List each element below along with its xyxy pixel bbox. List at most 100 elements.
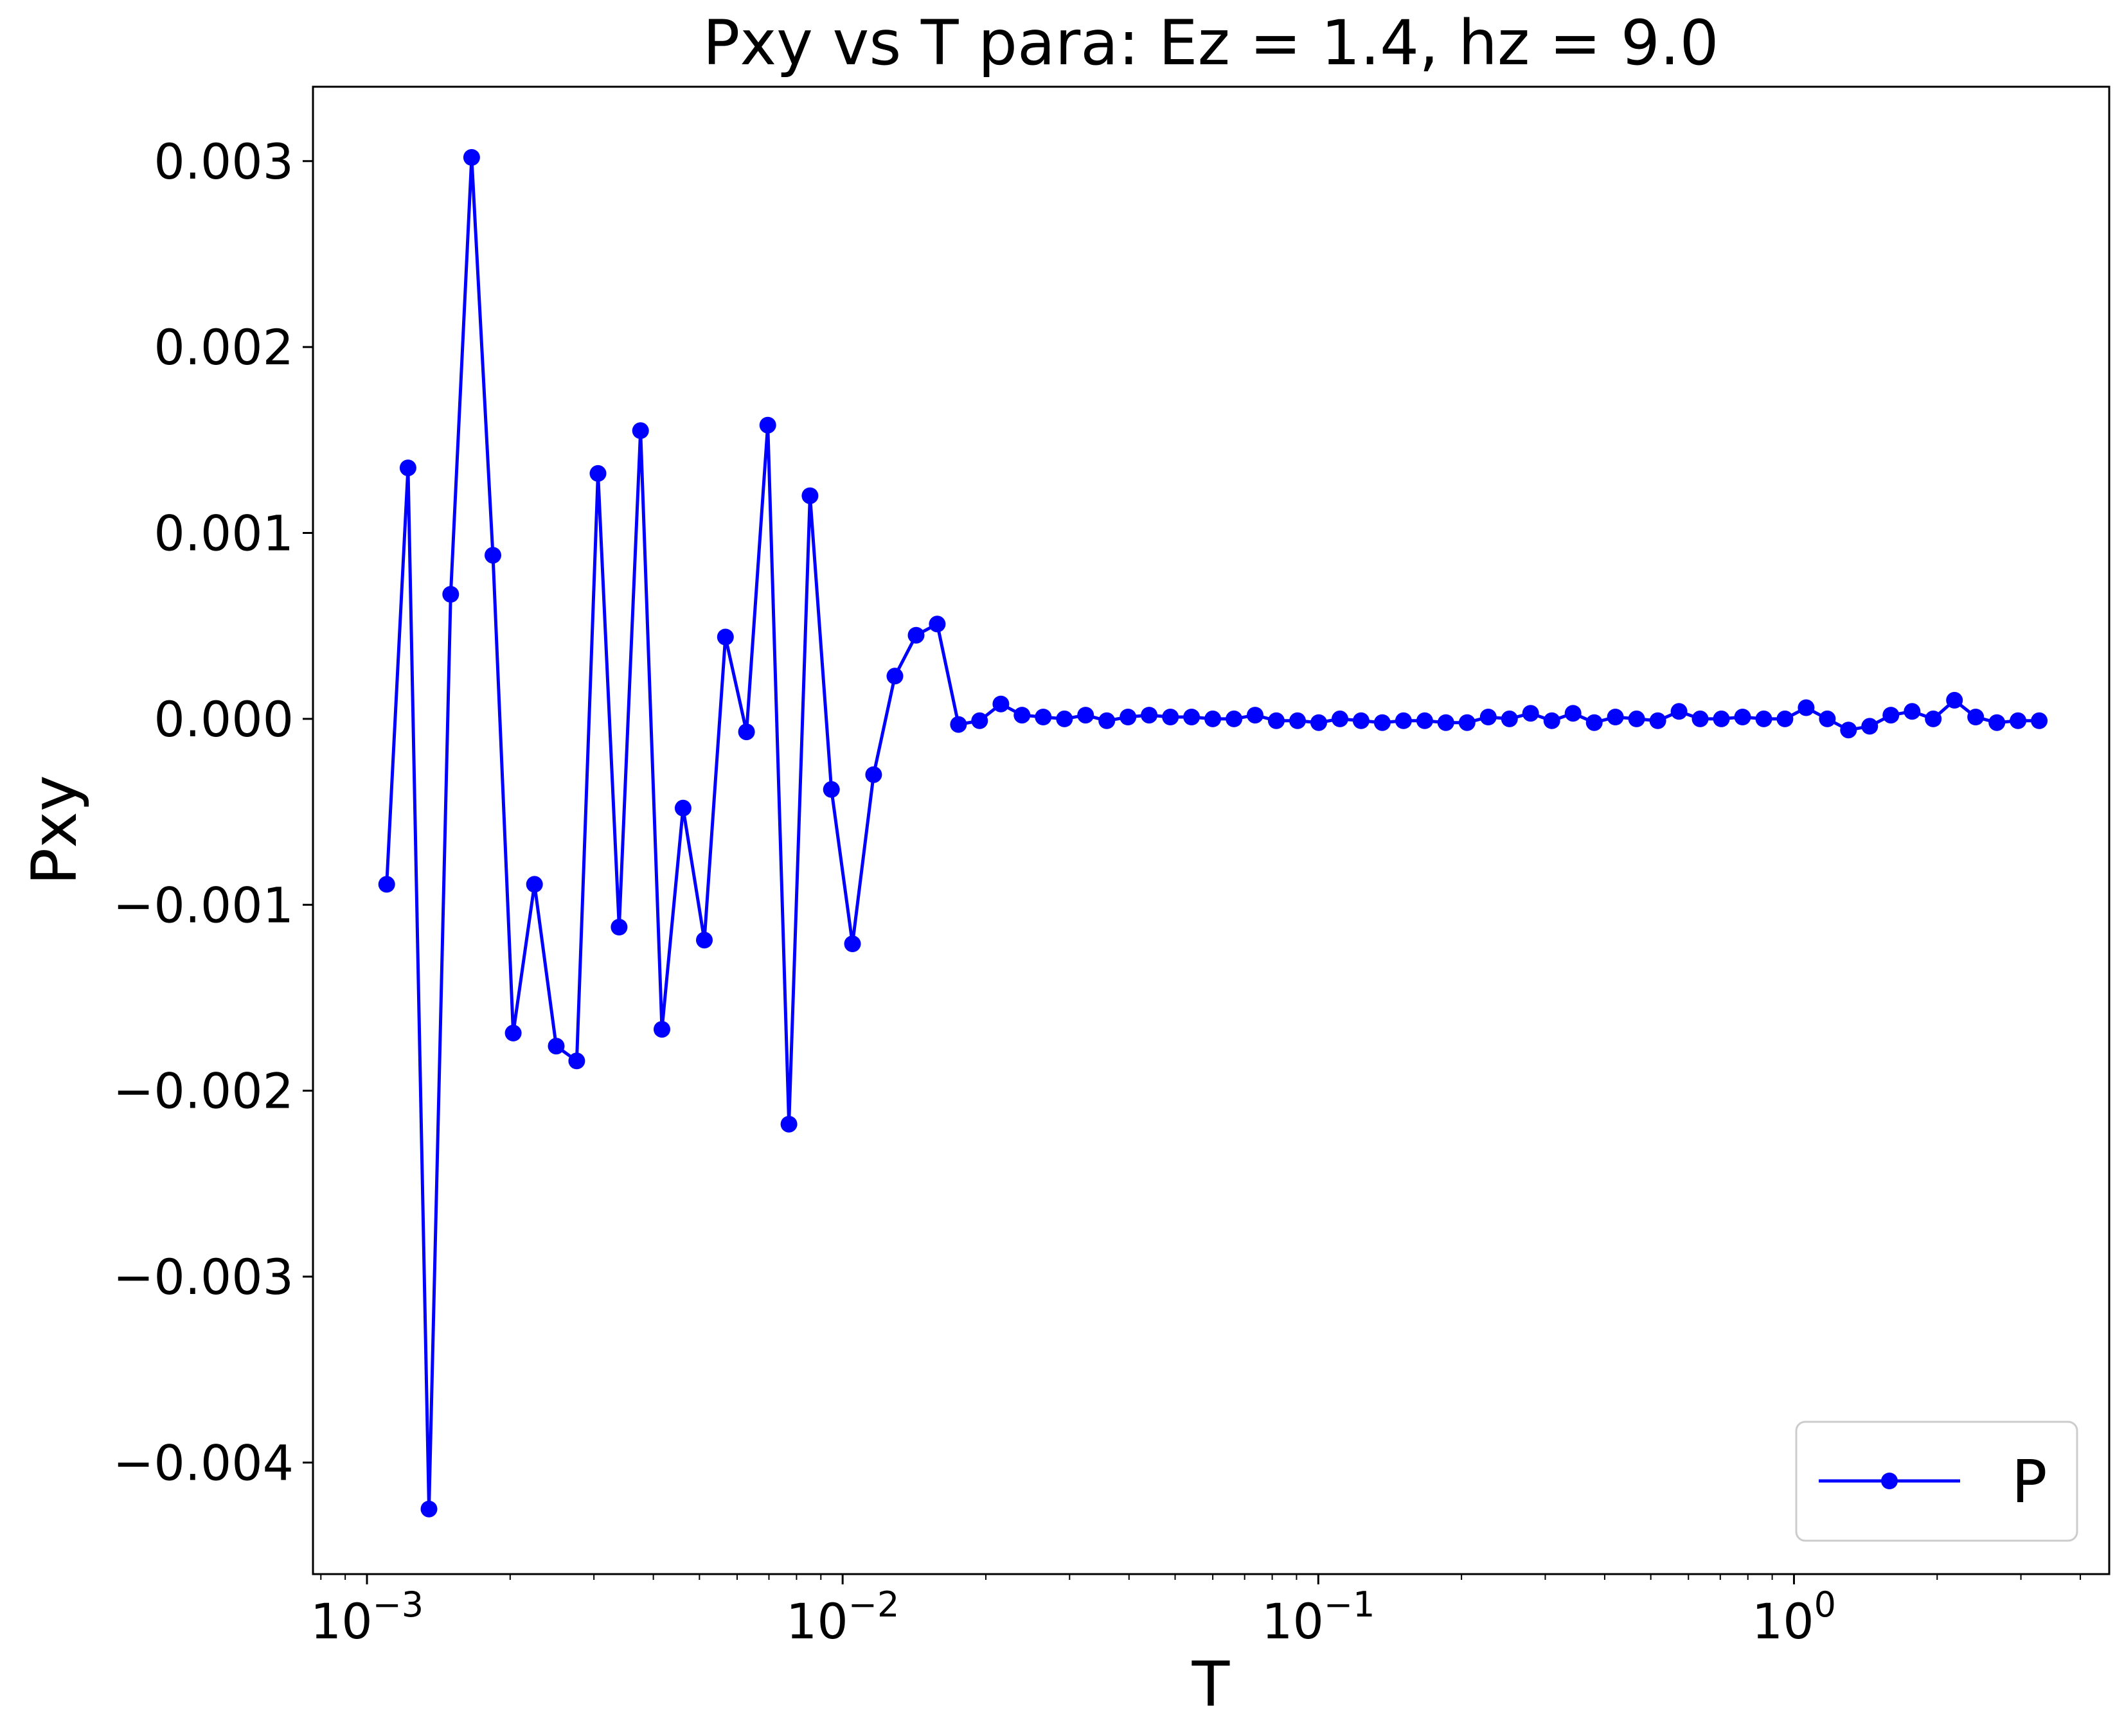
data-point xyxy=(1755,710,1772,727)
data-point xyxy=(568,1052,585,1070)
x-tick-label: 10−2 xyxy=(786,1584,899,1650)
data-point xyxy=(2031,712,2048,729)
data-point xyxy=(442,586,460,603)
y-tick-label: 0.002 xyxy=(154,319,294,376)
data-point xyxy=(1776,710,1794,727)
x-tick-label-exponent: −1 xyxy=(1324,1584,1375,1625)
data-point xyxy=(463,149,480,166)
y-tick-label: −0.003 xyxy=(113,1248,294,1306)
y-tick-label: 0.001 xyxy=(154,505,294,562)
data-point xyxy=(1162,709,1179,725)
data-point xyxy=(1501,710,1518,727)
data-point xyxy=(1204,710,1222,727)
x-tick-label-exponent: −2 xyxy=(848,1584,900,1625)
data-point xyxy=(1691,710,1709,727)
data-point xyxy=(1670,703,1688,720)
series-points-P xyxy=(378,149,2048,1518)
data-point xyxy=(1607,709,1624,725)
data-point xyxy=(844,935,861,952)
data-point xyxy=(378,876,395,893)
data-point xyxy=(1247,707,1263,724)
data-point xyxy=(1077,707,1094,724)
y-tick-label: −0.004 xyxy=(113,1434,294,1491)
x-tick-label: 100 xyxy=(1752,1584,1836,1650)
data-point xyxy=(1967,709,1985,725)
data-point xyxy=(971,712,988,729)
y-tick-label: 0.003 xyxy=(154,133,294,190)
data-point xyxy=(780,1115,798,1133)
data-point xyxy=(759,416,776,434)
data-point xyxy=(1628,710,1645,727)
data-point xyxy=(1479,709,1497,725)
data-point xyxy=(929,616,946,633)
data-point xyxy=(674,799,692,817)
data-point xyxy=(696,932,713,949)
chart-title: Pxy vs T para: Ez = 1.4, hz = 9.0 xyxy=(702,7,1718,79)
data-point xyxy=(1882,707,1900,724)
data-point xyxy=(1035,709,1052,725)
data-point xyxy=(865,766,882,783)
data-point xyxy=(1098,712,1116,729)
data-point xyxy=(1268,712,1285,729)
data-point xyxy=(548,1038,565,1055)
legend-marker-swatch xyxy=(1881,1473,1898,1489)
data-point xyxy=(1543,712,1560,729)
x-tick-label-exponent: 0 xyxy=(1814,1584,1836,1625)
data-point xyxy=(823,781,840,798)
plot-frame xyxy=(312,85,2111,1575)
data-point xyxy=(526,876,543,893)
data-point xyxy=(1310,714,1327,731)
data-point xyxy=(950,716,967,733)
y-tick-label: −0.002 xyxy=(113,1063,294,1120)
data-point xyxy=(1289,712,1306,729)
data-point xyxy=(1437,714,1454,731)
x-tick-label: 10−1 xyxy=(1262,1584,1375,1650)
data-point xyxy=(1416,712,1433,729)
data-point xyxy=(1458,714,1476,731)
data-point xyxy=(2010,712,2027,729)
data-point xyxy=(589,465,607,482)
data-point xyxy=(1226,710,1243,727)
y-tick-label: −0.001 xyxy=(113,876,294,934)
plot-area xyxy=(313,87,2109,1574)
x-tick-label-base: 10 xyxy=(1752,1593,1814,1650)
data-point xyxy=(1904,703,1921,720)
data-point xyxy=(717,628,734,646)
data-point xyxy=(907,626,925,644)
y-axis-ticks: 0.003 0.002 0.001 0.000 −0.001 −0.002 −0.003 −0… xyxy=(113,133,313,1491)
data-point xyxy=(399,459,416,477)
data-point xyxy=(992,695,1010,713)
data-point xyxy=(886,668,904,685)
x-tick-label-base: 10 xyxy=(786,1593,848,1650)
data-point xyxy=(1522,705,1539,722)
data-point xyxy=(1564,705,1582,722)
data-point xyxy=(654,1021,670,1038)
data-point xyxy=(485,547,501,564)
y-axis-label: Pxy xyxy=(19,775,91,885)
data-point xyxy=(1861,718,1879,735)
data-point xyxy=(420,1500,438,1518)
data-point xyxy=(1056,710,1073,727)
data-point xyxy=(1352,712,1370,729)
data-point xyxy=(1585,714,1603,731)
data-point xyxy=(1713,710,1730,727)
data-point xyxy=(1925,710,1942,727)
data-point xyxy=(1988,714,2006,731)
data-point xyxy=(1013,707,1031,724)
legend-entry-label: P xyxy=(2012,1448,2047,1516)
x-tick-label-exponent: −3 xyxy=(373,1584,424,1625)
data-point xyxy=(504,1024,522,1041)
data-point xyxy=(1373,714,1391,731)
x-tick-label: 10−3 xyxy=(310,1584,424,1650)
data-point xyxy=(1141,707,1158,724)
data-point xyxy=(1734,709,1751,725)
data-point xyxy=(801,487,819,504)
data-point xyxy=(632,422,649,439)
x-axis-label: T xyxy=(1191,1649,1230,1721)
x-tick-label-base: 10 xyxy=(1262,1593,1324,1650)
y-tick-label: 0.000 xyxy=(154,691,294,748)
data-point xyxy=(1120,709,1137,725)
data-point xyxy=(1840,722,1857,739)
data-point xyxy=(1798,699,1815,716)
